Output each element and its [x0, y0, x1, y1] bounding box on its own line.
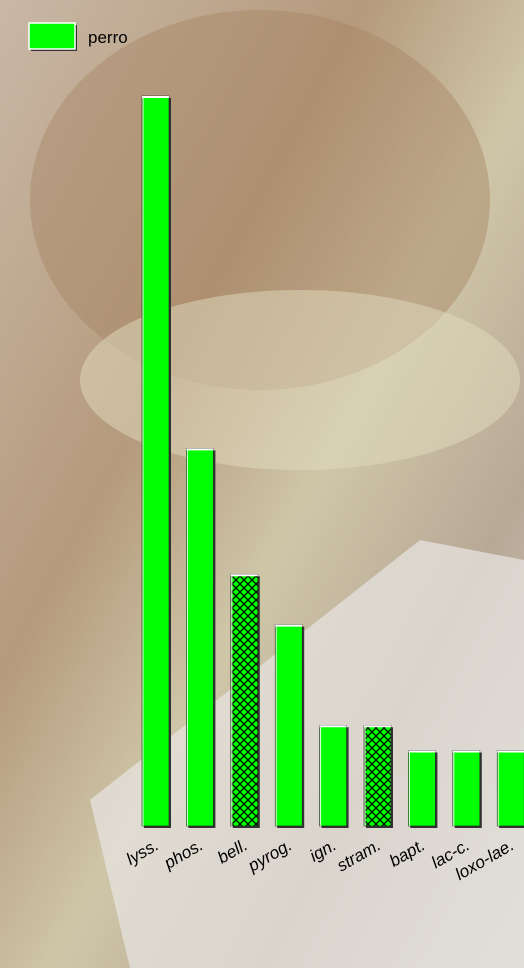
- bar: [141, 95, 170, 827]
- bar: [363, 725, 392, 827]
- bar: [452, 750, 481, 827]
- bar: [319, 725, 347, 827]
- bar: [186, 448, 214, 827]
- background-shape: [80, 290, 520, 470]
- legend-label: perro: [88, 28, 128, 47]
- bar: [496, 750, 524, 827]
- bar: [408, 750, 436, 827]
- bar: [230, 573, 259, 827]
- plot: lyss.phos. bell.pyrog. ign.stram. bapt. lac-…: [123, 95, 524, 884]
- background-shape: [90, 540, 524, 968]
- legend: perro: [28, 22, 128, 51]
- legend-swatch: [28, 22, 76, 50]
- bar: [274, 624, 303, 827]
